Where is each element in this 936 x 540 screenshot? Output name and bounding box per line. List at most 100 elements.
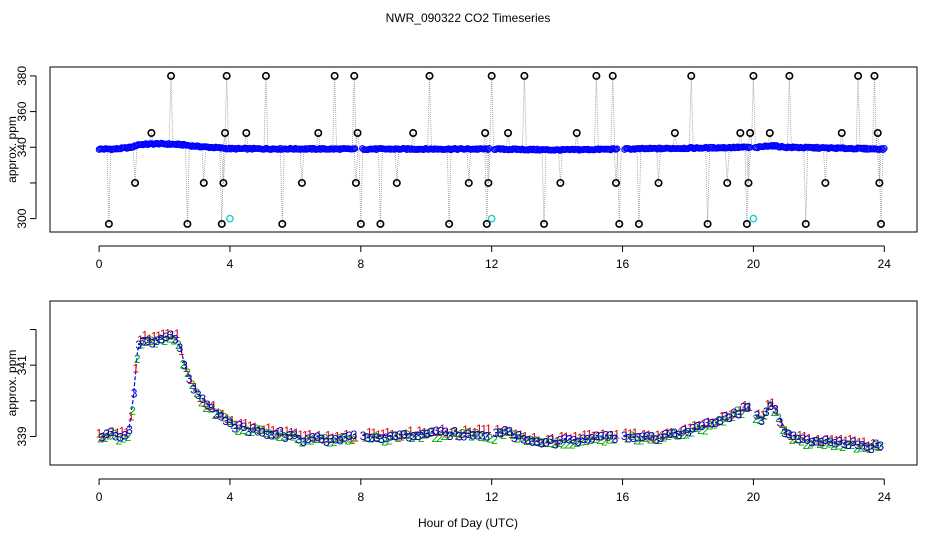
excursion-line — [221, 148, 225, 224]
raw-outlier-point — [615, 219, 624, 228]
sample-marker-3: 3 — [346, 429, 353, 443]
raw-outlier-point — [131, 178, 140, 187]
bottom-y-tick-label: 341 — [15, 355, 29, 375]
sample-marker-2: 2 — [166, 331, 173, 345]
baseline-point — [483, 145, 490, 153]
sample-marker-2: 2 — [720, 414, 727, 428]
sample-marker-2: 2 — [477, 430, 484, 444]
sample-marker-1: 1 — [197, 391, 204, 405]
sample-marker-3: 3 — [845, 438, 852, 452]
sample-marker-2: 2 — [528, 433, 535, 447]
sample-marker-1: 1 — [586, 427, 593, 441]
sample-marker-3: 3 — [465, 427, 472, 441]
sample-marker-1: 1 — [513, 427, 520, 441]
sample-marker-3: 3 — [172, 332, 179, 346]
sample-marker-3: 3 — [648, 429, 655, 443]
top-data-points — [95, 71, 888, 228]
sample-marker-1: 1 — [874, 439, 881, 453]
sample-marker-3: 3 — [232, 421, 239, 435]
sample-marker-3: 3 — [548, 433, 555, 447]
sample-marker-1: 1 — [393, 430, 400, 444]
excursion-line — [872, 75, 875, 149]
sample-marker-3: 3 — [786, 427, 793, 441]
sample-marker-1: 1 — [164, 326, 171, 340]
sample-marker-2: 2 — [436, 431, 443, 445]
sample-marker-3: 3 — [754, 409, 761, 423]
sample-marker-3: 3 — [415, 429, 422, 443]
sample-marker-3: 3 — [552, 438, 559, 452]
raw-outlier-point — [592, 71, 601, 80]
sample-marker-1: 1 — [412, 429, 419, 443]
sample-marker-2: 2 — [271, 428, 278, 442]
sample-marker-2: 2 — [871, 439, 878, 453]
excursion-line — [753, 75, 756, 149]
sample-marker-2: 2 — [129, 404, 136, 418]
sample-marker-3: 3 — [740, 400, 747, 414]
sample-marker-2: 2 — [798, 434, 805, 448]
sample-marker-1: 1 — [142, 329, 149, 343]
sample-marker-1: 1 — [545, 433, 552, 447]
sample-marker-3: 3 — [227, 416, 234, 430]
raw-outlier-point — [723, 178, 732, 187]
sample-marker-2: 2 — [711, 418, 718, 432]
sample-marker-3: 3 — [603, 429, 610, 443]
sample-marker-3: 3 — [653, 433, 660, 447]
sample-marker-2: 2 — [564, 438, 571, 452]
excursion-line — [353, 75, 357, 150]
sample-marker-3: 3 — [122, 428, 129, 442]
sample-marker-1: 1 — [366, 426, 373, 440]
sample-marker-2: 2 — [345, 433, 352, 447]
sample-marker-1: 1 — [568, 432, 575, 446]
sample-marker-1: 1 — [146, 332, 153, 346]
sample-marker-3: 3 — [241, 420, 248, 434]
sample-marker-2: 2 — [267, 427, 274, 441]
flagged-point — [749, 214, 758, 223]
sample-marker-1: 1 — [155, 329, 162, 343]
sample-marker-2: 2 — [807, 437, 814, 451]
sample-marker-3: 3 — [186, 372, 193, 386]
bottom-x-tick-label: 0 — [96, 490, 103, 504]
sample-marker-2: 2 — [482, 430, 489, 444]
sample-marker-1: 1 — [430, 425, 437, 439]
sample-marker-3: 3 — [657, 431, 664, 445]
raw-outlier-point — [556, 178, 565, 187]
bottom-x-tick-label: 16 — [616, 490, 630, 504]
sample-marker-1: 1 — [650, 430, 657, 444]
sample-marker-3: 3 — [795, 433, 802, 447]
sample-marker-3: 3 — [218, 409, 225, 423]
top-x-axis: 0 4 8 12 16 20 24 — [96, 245, 891, 271]
sample-marker-2: 2 — [372, 430, 379, 444]
sample-marker-2: 2 — [102, 431, 109, 445]
sample-marker-1: 1 — [270, 424, 277, 438]
sample-marker-2: 2 — [642, 431, 649, 445]
sample-marker-3: 3 — [593, 429, 600, 443]
raw-outlier-point — [353, 129, 362, 138]
sample-marker-3: 3 — [264, 428, 271, 442]
excursion-line — [618, 149, 622, 224]
raw-outlier-point — [376, 219, 385, 228]
sample-marker-1: 1 — [183, 361, 190, 375]
sample-marker-3: 3 — [282, 431, 289, 445]
sample-marker-1: 1 — [558, 430, 565, 444]
sample-marker-1: 1 — [508, 427, 515, 441]
excursion-line — [751, 75, 754, 149]
sample-marker-3: 3 — [99, 431, 106, 445]
excursion-line — [332, 75, 336, 150]
sample-marker-1: 1 — [714, 414, 721, 428]
top-plot-frame — [49, 66, 918, 233]
sample-marker-3: 3 — [506, 425, 513, 439]
sample-marker-3: 3 — [662, 428, 669, 442]
sample-marker-2: 2 — [280, 430, 287, 444]
sample-marker-3: 3 — [538, 437, 545, 451]
raw-outlier-point — [484, 178, 493, 187]
sample-marker-3: 3 — [410, 430, 417, 444]
top-x-tick-label: 4 — [227, 257, 234, 271]
sample-marker-2: 2 — [523, 434, 530, 448]
sample-marker-2: 2 — [546, 436, 553, 450]
sample-marker-2: 2 — [322, 432, 329, 446]
sample-marker-2: 2 — [409, 431, 416, 445]
baseline-point — [878, 145, 886, 152]
sample-marker-1: 1 — [426, 426, 433, 440]
excursion-line — [724, 147, 728, 183]
bottom-y-axis-label: approx. ppm — [5, 350, 19, 417]
